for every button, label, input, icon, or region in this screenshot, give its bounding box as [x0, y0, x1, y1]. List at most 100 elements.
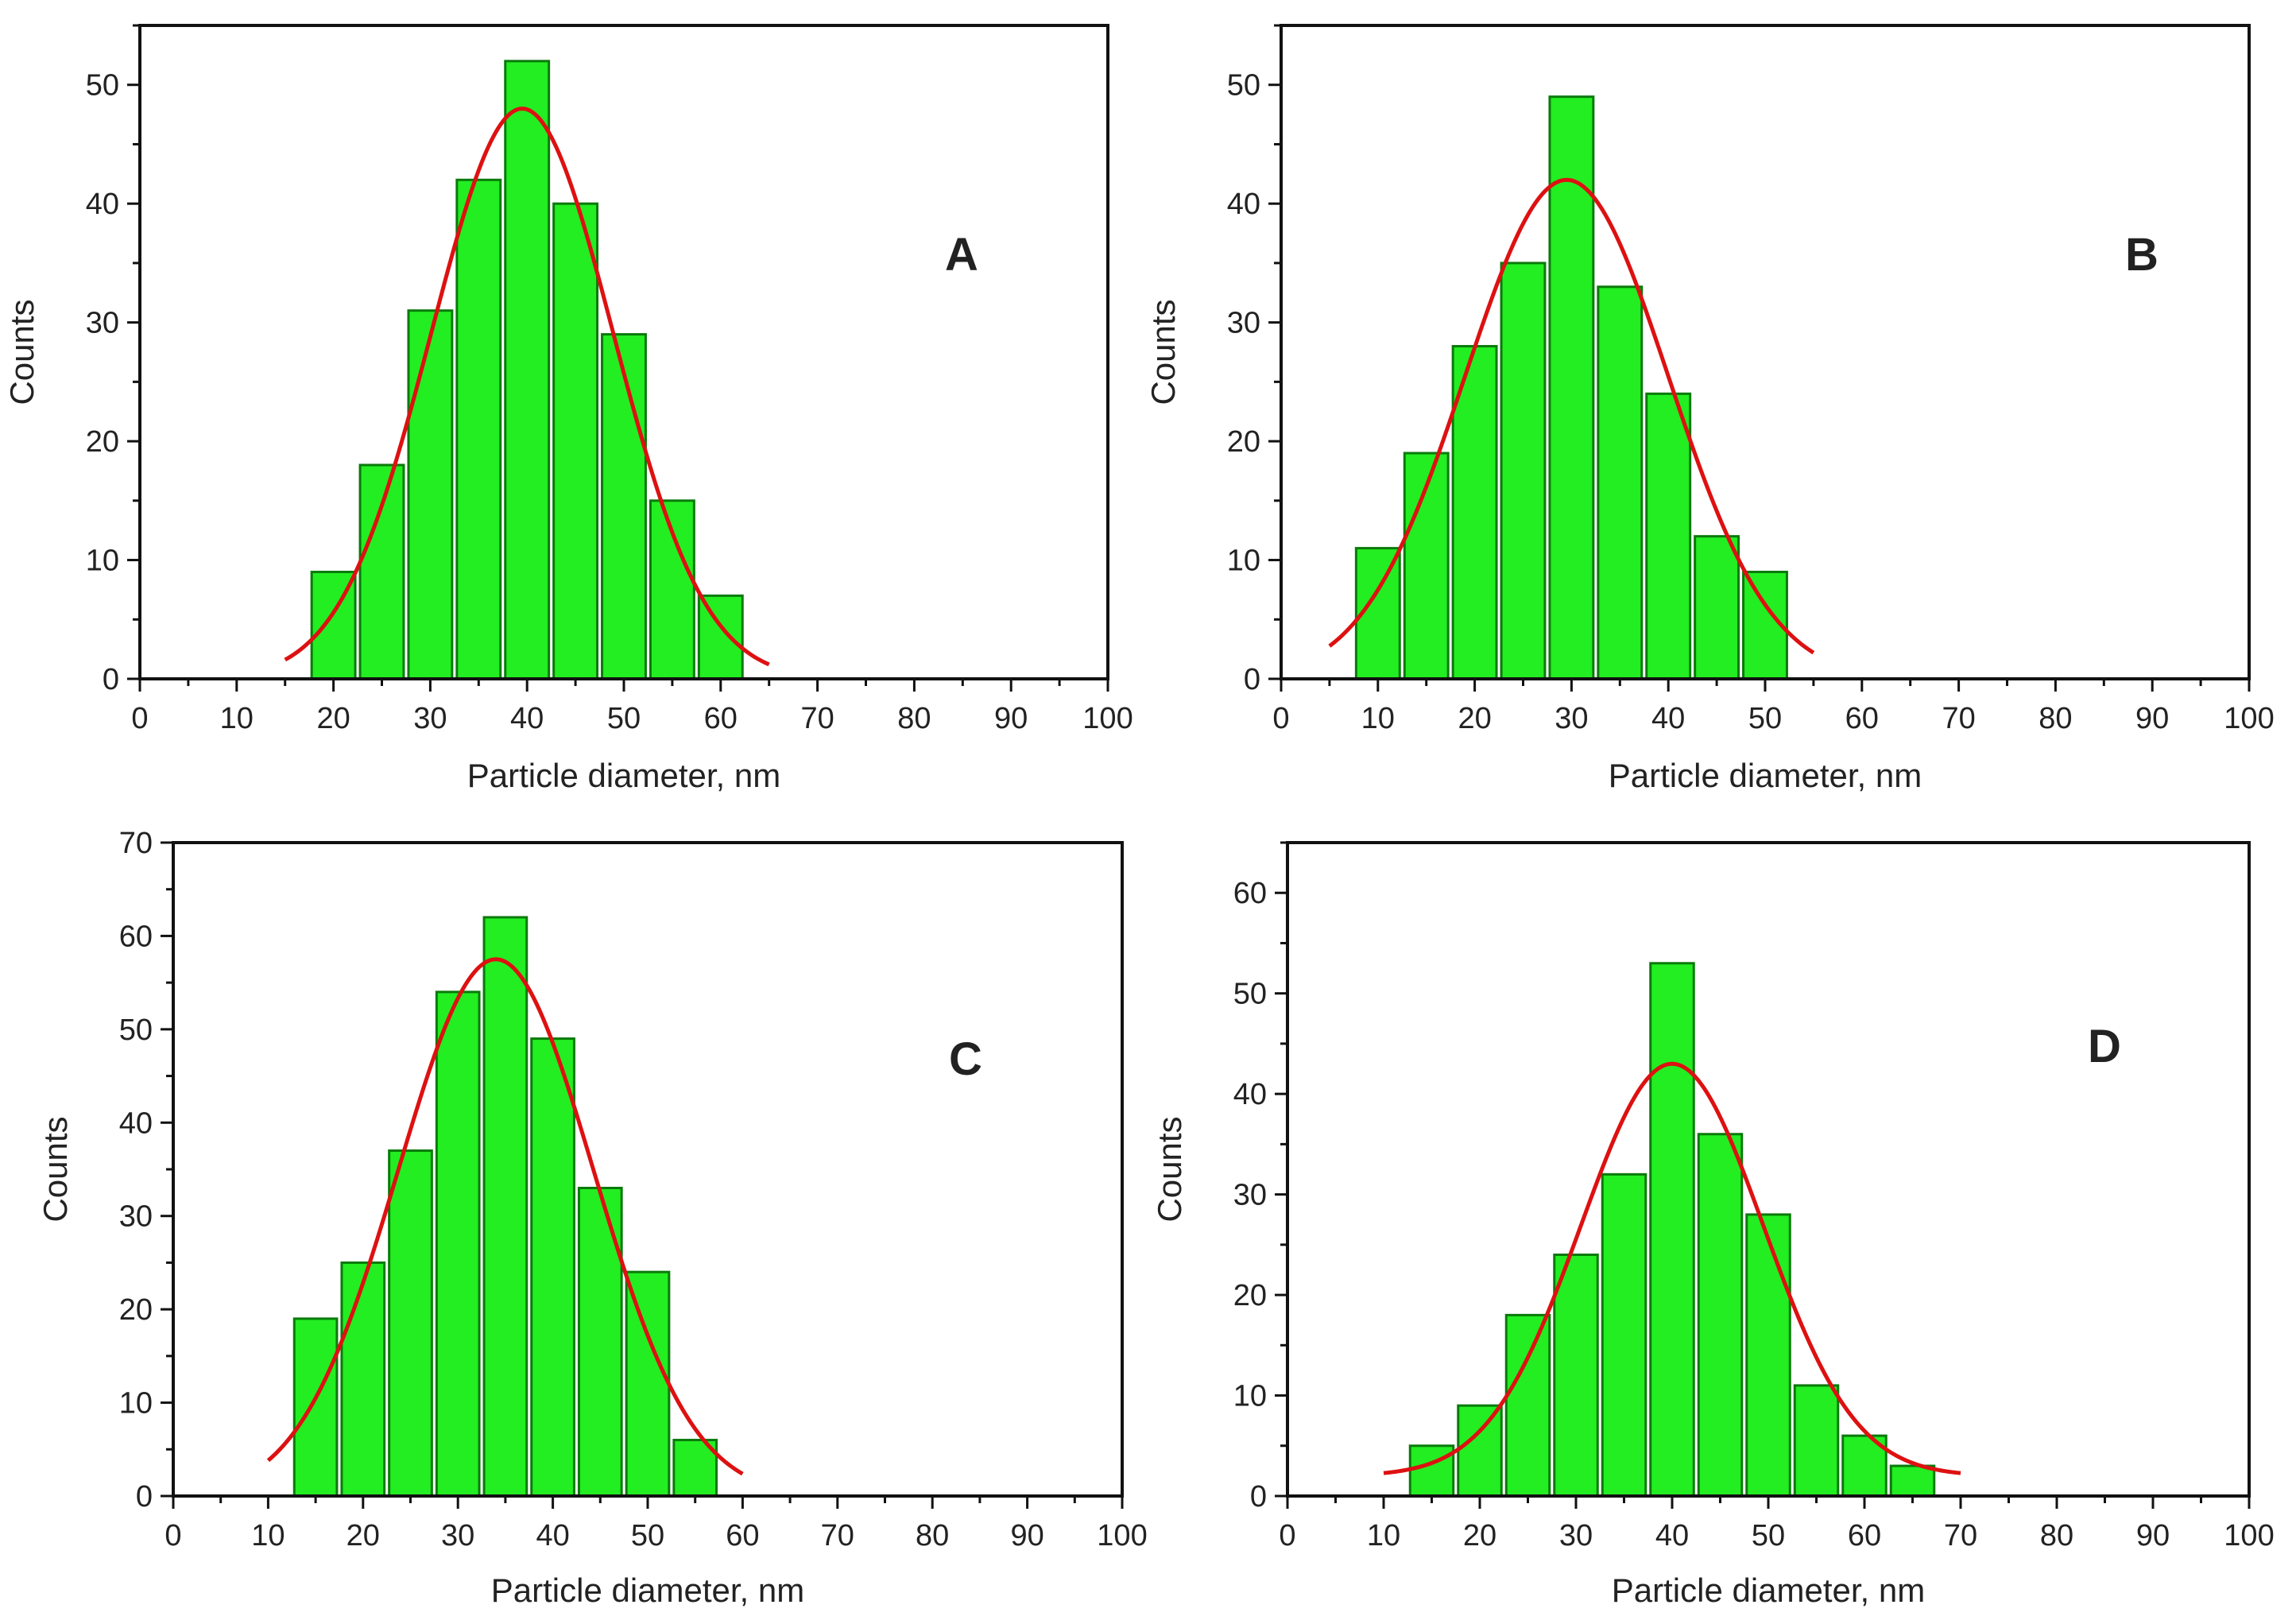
histogram-bar: [1408, 1444, 1455, 1498]
y-tick-label: 0: [1244, 663, 1260, 696]
x-tick-label: 20: [347, 1519, 380, 1552]
y-tick-label: 40: [1233, 1078, 1267, 1111]
y-axis-label: Counts: [3, 299, 41, 405]
y-tick-label: 0: [1250, 1480, 1267, 1514]
y-axis-label: Counts: [37, 1116, 74, 1222]
panel-label: C: [949, 1033, 982, 1085]
x-axis-label: Particle diameter, nm: [467, 757, 781, 794]
histogram-bar: [407, 309, 454, 680]
histogram-bar: [1745, 1213, 1791, 1498]
histogram-bar: [455, 178, 502, 680]
x-tick-label: 80: [916, 1519, 949, 1552]
y-tick-label: 60: [119, 920, 153, 953]
x-tick-label: 0: [1279, 1519, 1295, 1552]
histogram-bar: [1548, 95, 1595, 680]
panel-label: A: [945, 229, 978, 281]
x-tick-label: 0: [1272, 702, 1289, 735]
x-tick-label: 30: [1559, 1519, 1593, 1552]
histogram-bar: [1500, 262, 1547, 680]
x-tick-label: 30: [1555, 702, 1588, 735]
x-tick-label: 100: [1097, 1519, 1147, 1552]
x-tick-label: 50: [631, 1519, 664, 1552]
histogram-bar: [1694, 535, 1740, 680]
x-tick-label: 100: [1082, 702, 1133, 735]
histogram-bar: [388, 1149, 433, 1498]
histogram-bar: [1457, 1404, 1503, 1498]
histogram-bar: [340, 1261, 386, 1498]
gaussian-fit-line: [1328, 177, 1815, 655]
x-tick-label: 90: [2136, 1519, 2170, 1552]
y-tick-label: 40: [119, 1107, 153, 1140]
x-tick-label: 20: [316, 702, 350, 735]
histogram-bar: [601, 333, 647, 680]
x-tick-label: 40: [536, 1519, 569, 1552]
panel-c: 0 10 20 30 40 50 60 70 80 90 100 0 10 20 30 40 50 60 70 Par…: [37, 827, 1148, 1609]
y-tick-label: 20: [86, 425, 119, 459]
y-tick-label: 20: [1233, 1279, 1267, 1312]
histogram-bar: [435, 990, 481, 1498]
x-tick-label: 20: [1458, 702, 1491, 735]
histogram-bar: [552, 202, 599, 680]
x-tick-label: 90: [2135, 702, 2169, 735]
x-tick-label: 50: [1748, 702, 1782, 735]
x-tick-label: 80: [2039, 702, 2072, 735]
histogram-bar: [1553, 1253, 1599, 1498]
panel-label: B: [2125, 229, 2159, 281]
x-tick-label: 50: [1752, 1519, 1785, 1552]
histogram-bar: [577, 1186, 623, 1498]
histogram-bar: [1889, 1464, 1936, 1498]
y-axis-label: Counts: [1151, 1116, 1188, 1222]
x-tick-label: 40: [1655, 1519, 1689, 1552]
gaussian-fit-line: [266, 957, 744, 1476]
y-tick-label: 40: [1227, 188, 1260, 221]
x-tick-label: 40: [1651, 702, 1685, 735]
y-tick-label: 40: [86, 188, 119, 221]
y-tick-label: 0: [136, 1480, 153, 1514]
x-axis-label: Particle diameter, nm: [491, 1572, 805, 1609]
x-tick-label: 10: [1367, 1519, 1400, 1552]
x-tick-label: 40: [510, 702, 544, 735]
histogram-bar: [482, 916, 529, 1498]
gaussian-fit-line: [284, 107, 770, 667]
y-tick-label: 70: [119, 827, 153, 860]
x-tick-label: 80: [897, 702, 931, 735]
x-tick-label: 70: [800, 702, 834, 735]
y-tick-label: 20: [119, 1293, 153, 1327]
x-tick-label: 20: [1463, 1519, 1496, 1552]
panel-label: D: [2088, 1021, 2121, 1072]
x-tick-label: 60: [726, 1519, 759, 1552]
y-tick-label: 30: [1233, 1179, 1267, 1212]
x-tick-label: 0: [165, 1519, 181, 1552]
x-tick-label: 70: [821, 1519, 854, 1552]
y-tick-label: 30: [1227, 307, 1260, 340]
panel-a: 0 10 20 30 40 50 60 70 80 90 100 0 10 20 30 40 50 Particl…: [3, 24, 1133, 794]
y-tick-label: 30: [119, 1200, 153, 1234]
y-tick-label: 10: [1233, 1380, 1267, 1413]
histogram-bar: [358, 463, 405, 680]
x-tick-label: 50: [607, 702, 641, 735]
histogram-bar: [1645, 392, 1692, 680]
x-tick-label: 60: [704, 702, 738, 735]
x-tick-label: 60: [1848, 1519, 1881, 1552]
histogram-bar: [1601, 1172, 1647, 1498]
y-tick-label: 10: [86, 545, 119, 578]
x-tick-label: 0: [131, 702, 148, 735]
y-tick-label: 20: [1227, 425, 1260, 459]
x-tick-label: 10: [220, 702, 254, 735]
histogram-bar: [697, 594, 744, 680]
x-tick-label: 100: [2224, 702, 2274, 735]
histogram-bar: [1597, 285, 1644, 680]
x-axis-label: Particle diameter, nm: [1612, 1572, 1926, 1609]
y-tick-label: 10: [119, 1387, 153, 1421]
histogram-bar: [1504, 1313, 1551, 1498]
x-tick-label: 80: [2040, 1519, 2073, 1552]
y-tick-label: 50: [1227, 69, 1260, 103]
y-tick-label: 0: [103, 663, 119, 696]
histogram-bar: [1451, 345, 1498, 680]
y-axis-label: Counts: [1144, 299, 1182, 405]
panel-b: 0 10 20 30 40 50 60 70 80 90 100 0 10 20 30 40 50 Particl…: [1144, 24, 2275, 794]
y-tick-label: 10: [1227, 545, 1260, 578]
x-tick-label: 10: [1361, 702, 1395, 735]
histogram-bar: [1793, 1384, 1840, 1498]
